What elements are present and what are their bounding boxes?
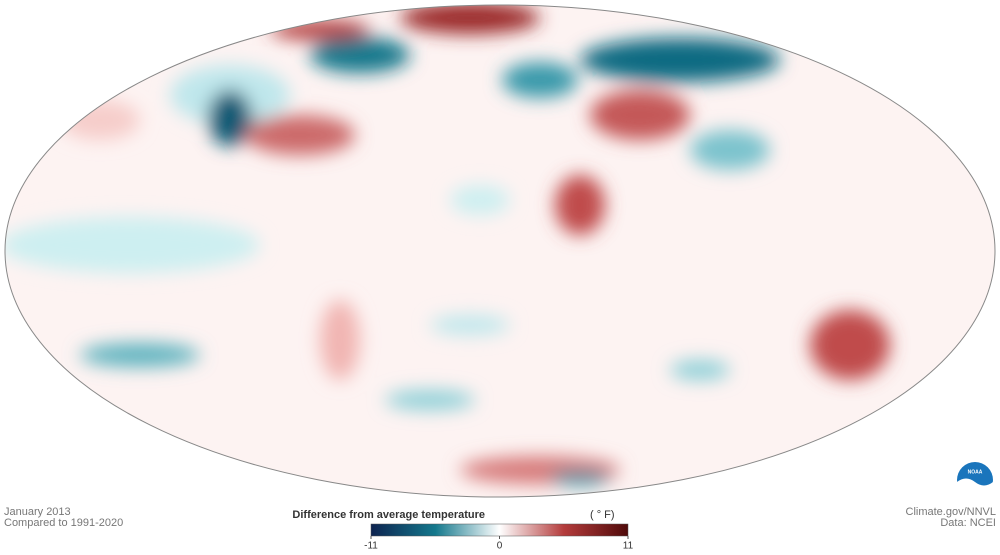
logo-wave	[957, 478, 993, 502]
colorbar-tick-label: 0	[497, 541, 503, 552]
map	[4, 4, 996, 498]
colorbar-unit: ( ° F)	[590, 509, 615, 521]
site-credit: Climate.gov/NNVL	[906, 506, 996, 518]
colorbar-tick-label: 11	[623, 541, 634, 552]
period: January 2013	[4, 506, 71, 518]
data-credit: Data: NCEI	[940, 517, 996, 529]
baseline: Compared to 1991-2020	[4, 517, 123, 529]
colorbar-ramp	[370, 523, 629, 537]
colorbar: -11 0 11	[364, 523, 634, 552]
logo-text: NOAA	[968, 469, 983, 475]
colorbar-title: Difference from average temperature	[292, 509, 485, 521]
noaa-logo: NOAA	[957, 462, 993, 502]
anomaly-field	[5, 5, 890, 485]
globe-outline	[4, 4, 996, 498]
colorbar-tick-label: -11	[364, 541, 378, 552]
